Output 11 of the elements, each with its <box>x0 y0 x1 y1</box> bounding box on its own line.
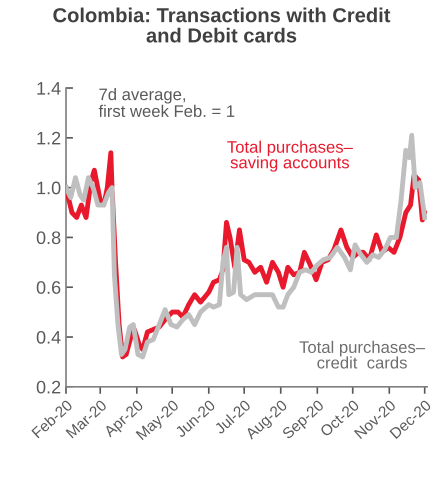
annotation: 7d average, first week Feb. = 1 <box>98 88 234 118</box>
y-tick-label: 0.4 <box>36 330 61 344</box>
y-tick-label: 0.2 <box>36 380 60 394</box>
y-tick-label: 1.4 <box>37 82 61 95</box>
y-tick-label: 1.2 <box>37 132 60 144</box>
y-tick-label: 0.6 <box>36 281 60 294</box>
text: Total purchases– saving accounts <box>227 140 353 172</box>
y-tick-label: 0.8 <box>36 231 60 244</box>
chart-title: Colombia: Transactions with Credit and Debit cards <box>53 8 390 43</box>
y-tick-label: 1.0 <box>37 182 60 194</box>
text: Total purchases– credit cards <box>299 340 426 369</box>
